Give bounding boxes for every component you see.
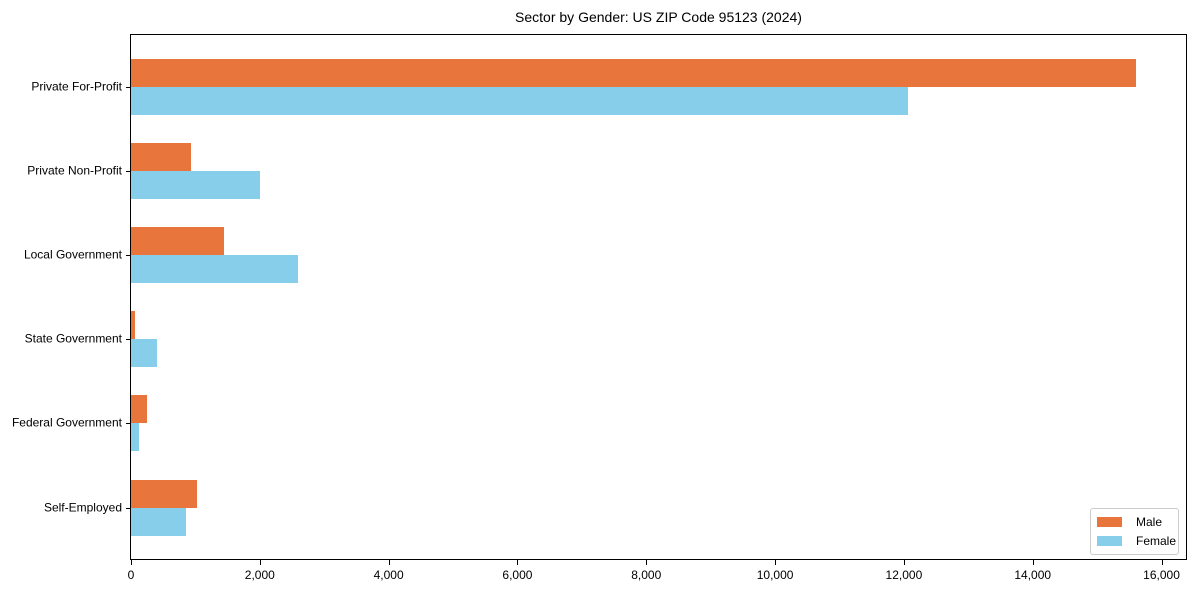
- x-tick-mark: [131, 560, 132, 565]
- bar-female-private-non-profit: [131, 170, 260, 199]
- bar-male-state-government: [131, 311, 135, 340]
- x-tick-mark: [646, 560, 648, 565]
- legend-label-female: Female: [1136, 533, 1177, 548]
- bar-male-private-non-profit: [131, 142, 191, 171]
- y-axis-label-state-government: State Government: [24, 331, 122, 346]
- chart-title: Sector by Gender: US ZIP Code 95123 (202…: [515, 9, 802, 25]
- x-tick-mark: [388, 560, 390, 565]
- x-tick-label-14-000: 14,000: [1014, 568, 1052, 582]
- x-tick-mark: [903, 560, 905, 565]
- y-tick-mark: [126, 86, 130, 88]
- bar-male-federal-government: [131, 395, 147, 424]
- x-tick-label-16-000: 16,000: [1143, 568, 1180, 582]
- y-tick-mark: [126, 170, 130, 172]
- y-tick-mark: [126, 507, 130, 509]
- bar-male-self-employed: [131, 479, 197, 508]
- y-axis-label-private-for-profit: Private For-Profit: [31, 79, 122, 93]
- x-tick-mark: [775, 560, 777, 565]
- bar-female-federal-government: [131, 423, 139, 452]
- x-tick-label-6-000: 6,000: [502, 568, 533, 582]
- bar-male-local-government: [131, 226, 224, 255]
- x-tick-label-4-000: 4,000: [373, 568, 404, 582]
- x-tick-label-12-000: 12,000: [885, 568, 923, 582]
- y-axis-label-federal-government: Federal Government: [11, 415, 122, 430]
- x-tick-label-2-000: 2,000: [244, 568, 275, 582]
- x-tick-mark: [259, 560, 261, 565]
- bar-female-state-government: [131, 339, 157, 368]
- x-tick-mark: [517, 560, 519, 565]
- legend-label-male: Male: [1136, 514, 1163, 529]
- bar-female-self-employed: [131, 507, 186, 536]
- legend: Male Female: [1090, 508, 1179, 555]
- x-tick-label-0: 0: [127, 568, 135, 582]
- legend-swatch-male-icon: [1097, 517, 1122, 527]
- legend-swatch-female-icon: [1097, 536, 1122, 546]
- x-tick-mark: [1161, 560, 1163, 565]
- y-axis-label-private-non-profit: Private Non-Profit: [27, 163, 122, 178]
- legend-item-male: Male: [1097, 514, 1178, 529]
- x-tick-mark: [1032, 560, 1034, 565]
- y-axis-label-local-government: Local Government: [23, 247, 122, 262]
- y-tick-mark: [126, 254, 130, 256]
- bar-male-private-for-profit: [131, 58, 1136, 87]
- x-tick-label-8-000: 8,000: [631, 568, 662, 582]
- y-axis-label-self-employed: Self-Employed: [43, 500, 122, 514]
- bar-female-private-for-profit: [131, 86, 908, 115]
- x-tick-label-10-000: 10,000: [756, 568, 794, 582]
- legend-item-female: Female: [1097, 533, 1178, 548]
- plot-area: [130, 34, 1187, 560]
- bar-female-local-government: [131, 254, 298, 283]
- y-tick-mark: [126, 339, 130, 341]
- y-tick-mark: [126, 423, 130, 425]
